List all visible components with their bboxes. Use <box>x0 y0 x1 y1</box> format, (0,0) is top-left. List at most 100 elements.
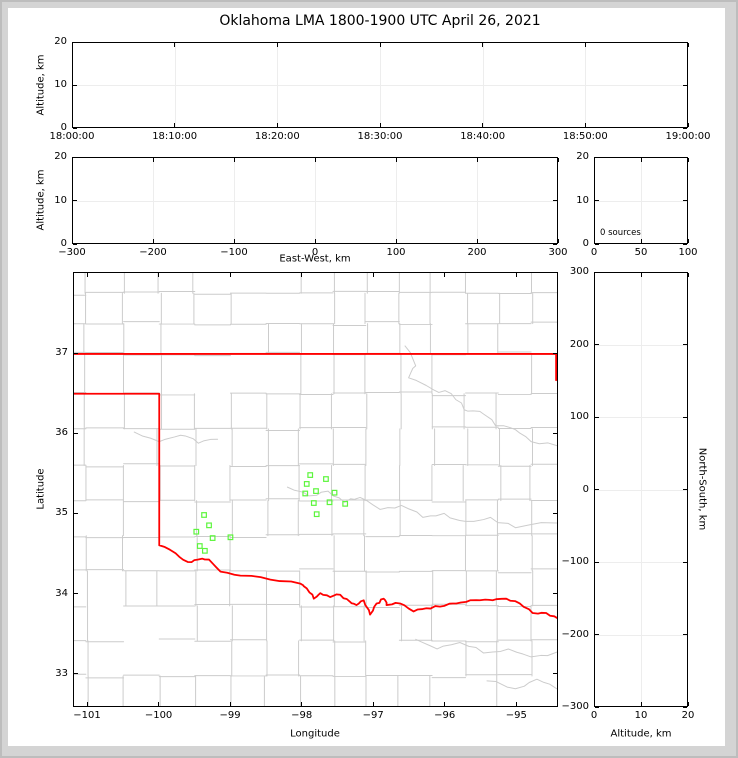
tick-label: −100 <box>220 247 248 258</box>
tick-mark <box>595 344 599 345</box>
tick-mark <box>683 84 687 86</box>
tick-mark <box>71 123 73 127</box>
map-svg <box>74 273 557 706</box>
tick-label: 300 <box>569 266 589 277</box>
tick-label: −97 <box>362 710 384 721</box>
tick-label: 50 <box>634 247 648 258</box>
tick-mark <box>687 43 689 47</box>
tick-label: −100 <box>561 556 589 567</box>
gridline <box>595 417 687 418</box>
tick-mark <box>73 41 77 43</box>
tick-label: 200 <box>467 247 487 258</box>
tick-mark <box>476 158 478 162</box>
tick-label: −200 <box>139 247 167 258</box>
station-marker <box>302 490 309 497</box>
tick-label: 18:50:00 <box>562 131 608 142</box>
tick-label: 20 <box>681 710 695 721</box>
station-marker <box>313 488 319 494</box>
gridline <box>595 634 687 636</box>
tick-mark <box>71 43 73 47</box>
tick-mark <box>515 702 517 706</box>
tick-mark <box>553 156 557 158</box>
tick-mark <box>557 239 559 243</box>
axis-label-altitude-time-panel: Altitude, km <box>35 54 47 116</box>
tick-label: 0 <box>582 238 589 249</box>
tick-mark <box>372 702 374 706</box>
tick-mark <box>683 561 687 563</box>
tick-mark <box>683 271 687 273</box>
tick-label: 33 <box>55 667 68 679</box>
station-marker <box>310 500 317 506</box>
tick-mark <box>595 271 599 273</box>
tick-mark <box>152 158 154 162</box>
tick-label: 300 <box>548 247 568 258</box>
tick-mark <box>595 561 599 563</box>
tick-mark <box>174 123 176 127</box>
tick-mark <box>314 239 316 243</box>
tick-label: 0 <box>582 483 589 495</box>
tick-mark <box>683 634 687 635</box>
panel-ew-altitude <box>72 157 558 244</box>
tick-label: 10 <box>54 79 67 90</box>
tick-label: −95 <box>505 710 527 721</box>
station-marker <box>201 547 208 554</box>
tick-mark <box>301 273 303 277</box>
tick-label: 0 <box>60 238 67 249</box>
tick-mark <box>233 158 235 162</box>
station-marker <box>342 500 349 507</box>
station-marker <box>313 511 320 518</box>
tick-mark <box>476 239 478 243</box>
tick-mark <box>683 41 687 43</box>
tick-label: 18:40:00 <box>460 131 506 142</box>
tick-label: −98 <box>291 710 313 721</box>
tick-mark <box>683 243 687 245</box>
tick-label: −300 <box>561 701 589 712</box>
tick-mark <box>687 273 689 277</box>
tick-label: 20 <box>576 151 589 162</box>
tick-label: 18:00:00 <box>49 131 95 142</box>
tick-mark <box>158 273 160 277</box>
panel-ns-altitude <box>594 272 688 707</box>
tick-mark <box>593 702 595 706</box>
tick-label: −99 <box>219 710 241 721</box>
axis-label-altitude-ns-panel: Altitude, km <box>610 728 672 740</box>
tick-mark <box>152 239 154 243</box>
tick-mark <box>174 43 176 47</box>
station-marker <box>331 489 338 496</box>
tick-label: 36 <box>55 427 68 439</box>
tick-mark <box>683 156 687 158</box>
tick-mark <box>301 702 303 706</box>
tick-label: −100 <box>144 710 173 721</box>
tick-label: 200 <box>569 338 589 350</box>
gridline <box>73 85 687 86</box>
tick-mark <box>395 239 397 243</box>
tick-label: 20 <box>54 151 67 162</box>
tick-mark <box>553 243 557 245</box>
tick-label: −300 <box>58 247 86 258</box>
tick-mark <box>444 702 446 706</box>
tick-mark <box>158 702 160 706</box>
tick-mark <box>557 158 559 162</box>
tick-mark <box>553 512 557 514</box>
tick-mark <box>73 156 77 158</box>
tick-mark <box>74 432 78 434</box>
station-marker <box>323 476 329 482</box>
tick-mark <box>553 673 557 675</box>
tick-mark <box>553 593 557 595</box>
tick-mark <box>482 123 484 127</box>
tick-mark <box>444 273 446 277</box>
axis-label-north-south: North-South, km <box>696 447 708 531</box>
axis-label-longitude: Longitude <box>290 728 340 740</box>
tick-label: 0 <box>60 122 67 133</box>
gridline <box>595 200 687 202</box>
axis-label-east-west: East-West, km <box>279 253 351 265</box>
tick-mark <box>229 273 231 277</box>
tick-label: 35 <box>55 507 68 519</box>
tick-mark <box>233 239 235 243</box>
station-marker <box>227 534 234 541</box>
tick-mark <box>553 352 557 354</box>
tick-mark <box>687 158 689 162</box>
tick-mark <box>372 273 374 277</box>
figure-canvas <box>8 8 725 746</box>
